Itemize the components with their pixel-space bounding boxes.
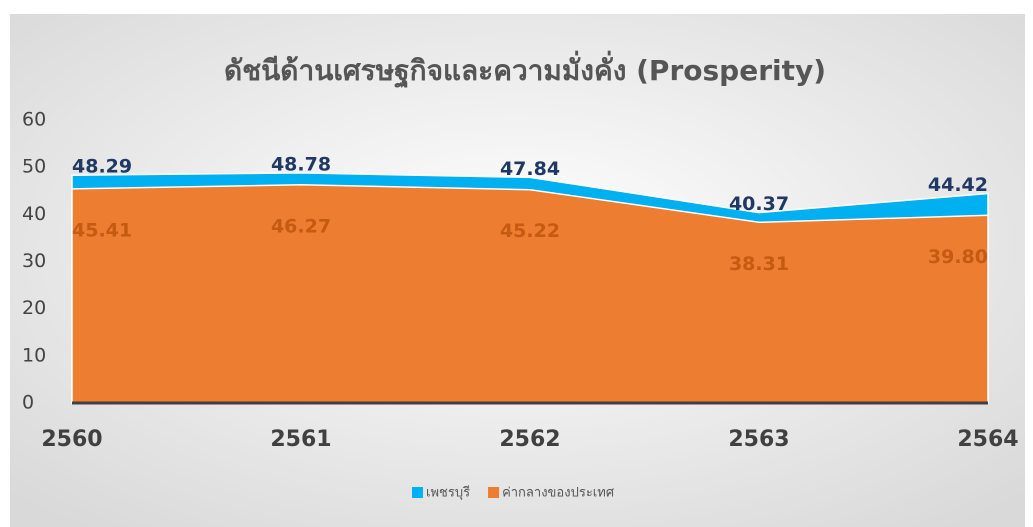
data-label: 39.80	[928, 246, 988, 268]
legend-label: ค่ากลางของประเทศ	[502, 486, 615, 501]
area	[71, 184, 989, 404]
data-label: 47.84	[500, 158, 560, 180]
y-tick-label: 0	[22, 392, 34, 414]
data-label: 45.41	[72, 219, 132, 241]
data-label: 38.31	[729, 253, 789, 275]
x-tick-label: 2562	[499, 427, 560, 452]
y-tick-label: 10	[22, 344, 46, 366]
x-tick-label: 2561	[270, 427, 331, 452]
legend-label: เพชรบุรี	[426, 485, 470, 501]
legend-swatch	[488, 487, 500, 498]
data-label: 44.42	[928, 174, 988, 196]
data-label: 46.27	[271, 215, 331, 237]
x-tick-label: 2564	[957, 427, 1018, 452]
y-tick-label: 60	[22, 109, 46, 131]
x-tick-label: 2563	[728, 427, 789, 452]
legend-swatch	[412, 487, 423, 498]
chart-title: ดัชนีด้านเศรษฐกิจและความมั่งคั่ง (Prospe…	[224, 50, 826, 89]
y-tick-label: 50	[22, 156, 46, 178]
data-label: 48.78	[271, 153, 331, 175]
data-label: 45.22	[500, 220, 560, 242]
y-tick-label: 20	[22, 297, 46, 319]
data-label: 48.29	[72, 156, 132, 178]
x-tick-label: 2560	[41, 427, 102, 452]
data-label: 40.37	[729, 193, 789, 215]
y-tick-label: 30	[22, 250, 46, 272]
y-tick-label: 40	[22, 203, 46, 225]
